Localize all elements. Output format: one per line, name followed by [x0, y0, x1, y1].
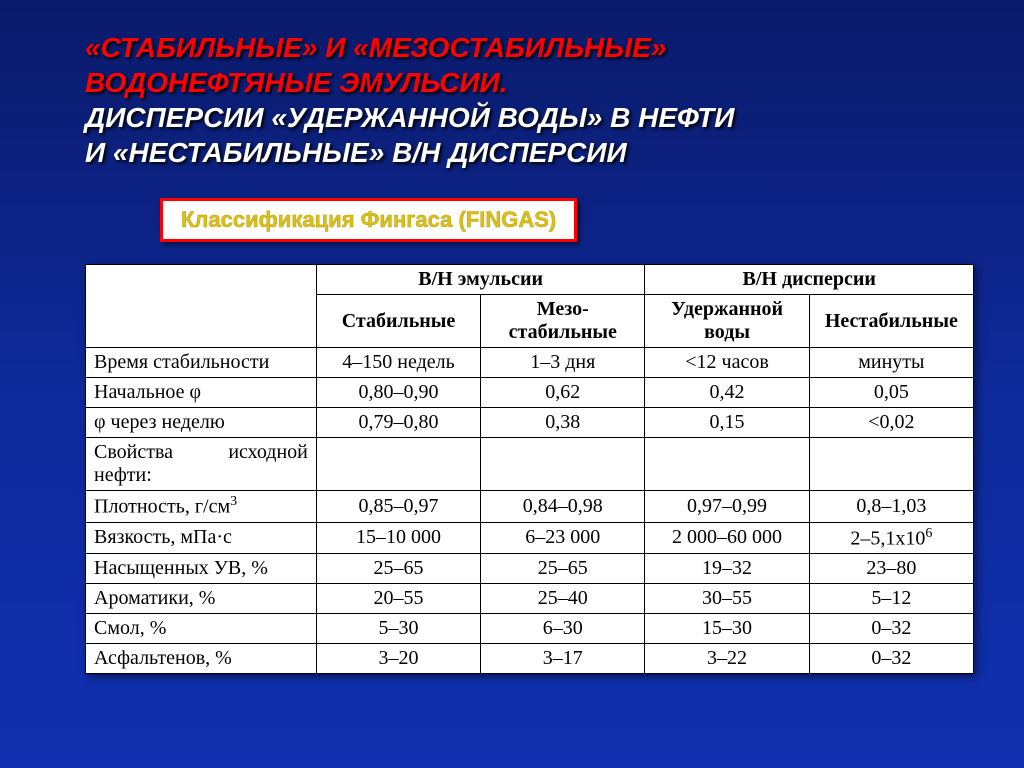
- classification-text: Классификация Фингаса (FINGAS): [181, 207, 556, 232]
- table-row: Ароматики, % 20–55 25–40 30–55 5–12: [86, 584, 974, 614]
- cell: 0,8–1,03: [809, 491, 973, 523]
- table-row: Асфальтенов, % 3–20 3–17 3–22 0–32: [86, 644, 974, 674]
- title-line-4: И «НЕСТАБИЛЬНЫЕ» В/Н ДИСПЕРСИИ: [85, 135, 974, 170]
- cell: 6–30: [481, 614, 645, 644]
- table-row: Плотность, г/см3 0,85–0,97 0,84–0,98 0,9…: [86, 491, 974, 523]
- row-label: Время стабильности: [86, 348, 317, 378]
- row-label: Начальное φ: [86, 378, 317, 408]
- title-line-2: ВОДОНЕФТЯНЫЕ ЭМУЛЬСИИ.: [85, 65, 974, 100]
- cell: 0,62: [481, 378, 645, 408]
- sub-header-retained: Удержанной воды: [645, 295, 809, 348]
- data-table-wrapper: В/Н эмульсии В/Н дисперсии Стабильные Ме…: [85, 264, 974, 674]
- cell: 0–32: [809, 614, 973, 644]
- cell: 0,15: [645, 408, 809, 438]
- cell: 5–30: [316, 614, 480, 644]
- cell: 19–32: [645, 554, 809, 584]
- cell: [316, 438, 480, 491]
- table-header-row-1: В/Н эмульсии В/Н дисперсии: [86, 265, 974, 295]
- cell: 3–22: [645, 644, 809, 674]
- row-label: Насыщенных УВ, %: [86, 554, 317, 584]
- sub-header-unstable: Нестабильные: [809, 295, 973, 348]
- group-header-dispersions: В/Н дисперсии: [645, 265, 974, 295]
- cell: [809, 438, 973, 491]
- cell: 15–30: [645, 614, 809, 644]
- cell: 15–10 000: [316, 522, 480, 554]
- cell: 0,80–0,90: [316, 378, 480, 408]
- cell: 0,97–0,99: [645, 491, 809, 523]
- title-block: «СТАБИЛЬНЫЕ» И «МЕЗОСТАБИЛЬНЫЕ» ВОДОНЕФТ…: [85, 30, 974, 170]
- cell: 1–3 дня: [481, 348, 645, 378]
- sub-header-stable: Стабильные: [316, 295, 480, 348]
- cell: 0,42: [645, 378, 809, 408]
- cell: 20–55: [316, 584, 480, 614]
- cell: 25–40: [481, 584, 645, 614]
- cell: 6–23 000: [481, 522, 645, 554]
- row-label: Ароматики, %: [86, 584, 317, 614]
- cell: минуты: [809, 348, 973, 378]
- table-body: Время стабильности 4–150 недель 1–3 дня …: [86, 348, 974, 674]
- row-label: Свойства исходной нефти:: [86, 438, 317, 491]
- cell: 25–65: [481, 554, 645, 584]
- data-table: В/Н эмульсии В/Н дисперсии Стабильные Ме…: [85, 264, 974, 674]
- title-line-3: ДИСПЕРСИИ «УДЕРЖАННОЙ ВОДЫ» В НЕФТИ: [85, 100, 974, 135]
- cell: 2–5,1x106: [809, 522, 973, 554]
- table-row: Насыщенных УВ, % 25–65 25–65 19–32 23–80: [86, 554, 974, 584]
- cell: 2 000–60 000: [645, 522, 809, 554]
- table-row: Смол, % 5–30 6–30 15–30 0–32: [86, 614, 974, 644]
- classification-box: Классификация Фингаса (FINGAS): [160, 198, 577, 242]
- table-corner-cell: [86, 265, 317, 348]
- cell: 3–20: [316, 644, 480, 674]
- group-header-emulsions: В/Н эмульсии: [316, 265, 645, 295]
- sub-header-mesostable: Мезо-стабильные: [481, 295, 645, 348]
- table-row: Вязкость, мПа·с 15–10 000 6–23 000 2 000…: [86, 522, 974, 554]
- row-label: Вязкость, мПа·с: [86, 522, 317, 554]
- cell: 23–80: [809, 554, 973, 584]
- table-row: Время стабильности 4–150 недель 1–3 дня …: [86, 348, 974, 378]
- table-row: Свойства исходной нефти:: [86, 438, 974, 491]
- cell: <12 часов: [645, 348, 809, 378]
- row-label: Смол, %: [86, 614, 317, 644]
- cell: <0,02: [809, 408, 973, 438]
- cell: 0,85–0,97: [316, 491, 480, 523]
- cell: 0,84–0,98: [481, 491, 645, 523]
- cell: 25–65: [316, 554, 480, 584]
- title-line-1: «СТАБИЛЬНЫЕ» И «МЕЗОСТАБИЛЬНЫЕ»: [85, 30, 974, 65]
- row-label: Асфальтенов, %: [86, 644, 317, 674]
- cell: 0,05: [809, 378, 973, 408]
- row-label: Плотность, г/см3: [86, 491, 317, 523]
- cell: [481, 438, 645, 491]
- cell: 30–55: [645, 584, 809, 614]
- cell: 0,79–0,80: [316, 408, 480, 438]
- slide-content: «СТАБИЛЬНЫЕ» И «МЕЗОСТАБИЛЬНЫЕ» ВОДОНЕФТ…: [0, 0, 1024, 694]
- cell: 4–150 недель: [316, 348, 480, 378]
- cell: 0–32: [809, 644, 973, 674]
- cell: 3–17: [481, 644, 645, 674]
- table-row: φ через неделю 0,79–0,80 0,38 0,15 <0,02: [86, 408, 974, 438]
- cell: 5–12: [809, 584, 973, 614]
- cell: [645, 438, 809, 491]
- cell: 0,38: [481, 408, 645, 438]
- table-row: Начальное φ 0,80–0,90 0,62 0,42 0,05: [86, 378, 974, 408]
- row-label: φ через неделю: [86, 408, 317, 438]
